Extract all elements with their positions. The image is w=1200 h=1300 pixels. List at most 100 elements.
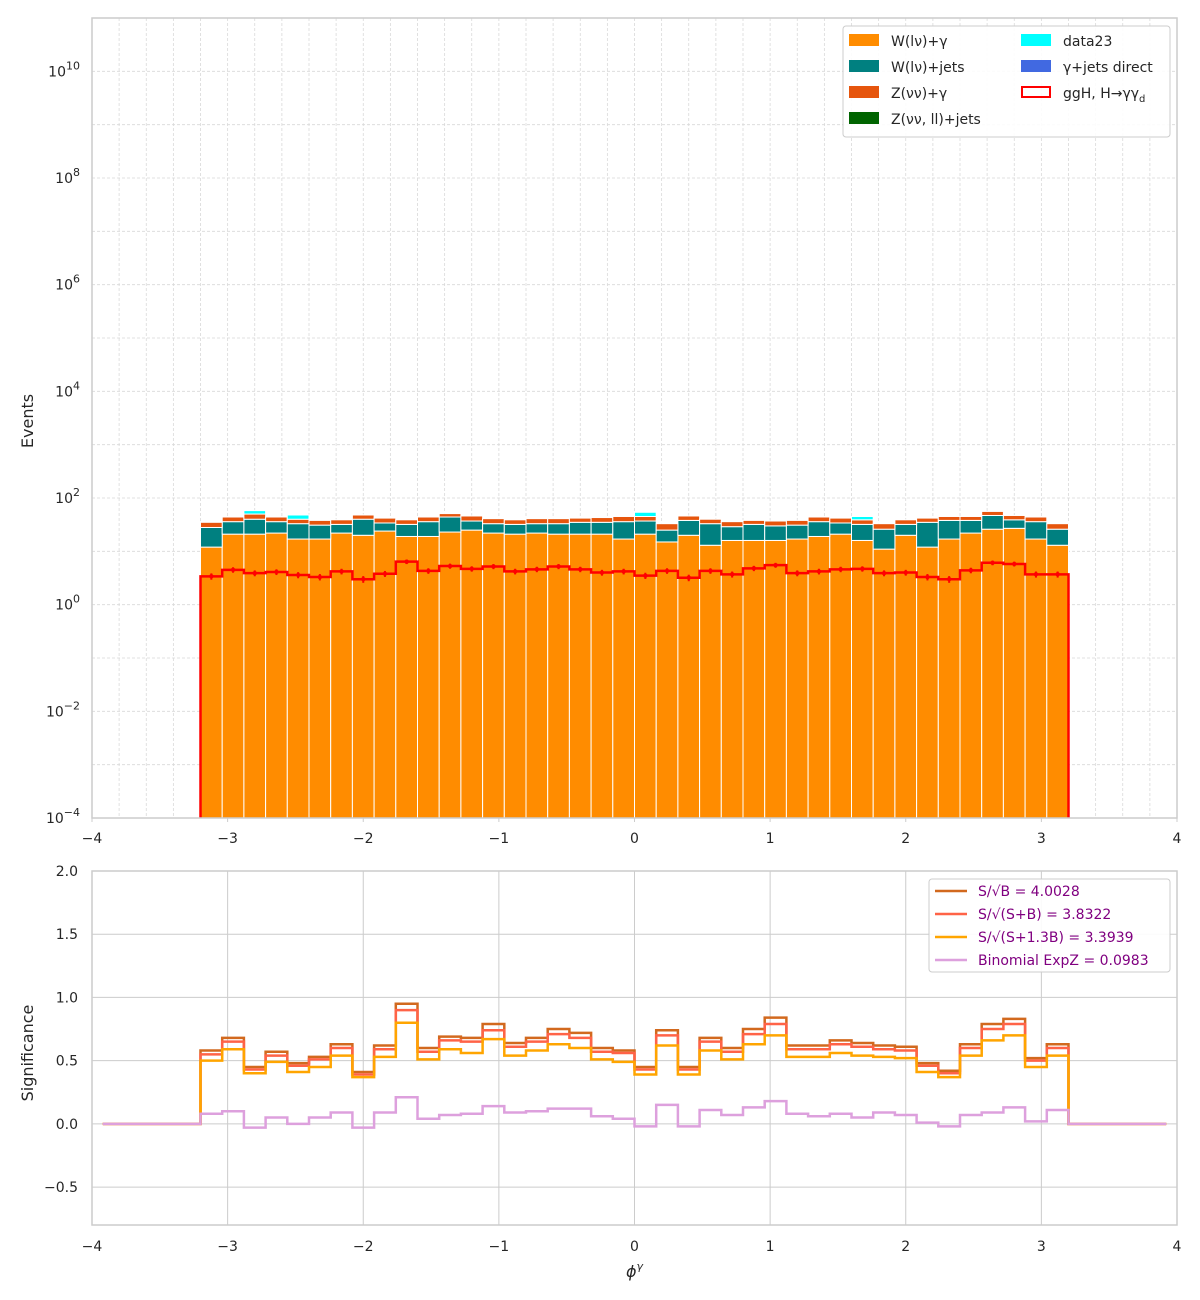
bar bbox=[656, 542, 678, 818]
signal-point bbox=[448, 564, 452, 568]
bar bbox=[439, 532, 461, 818]
y-tick-label: 106 bbox=[55, 273, 80, 294]
signal-point bbox=[947, 577, 951, 581]
bottom-panel: −4 −3 −2 −1 0 1 2 3 4 −0.50.00.51.01.52.0 Signif… bbox=[18, 864, 1182, 1281]
x-tick-label: −3 bbox=[217, 831, 238, 847]
bar bbox=[483, 524, 505, 533]
bar bbox=[222, 522, 244, 534]
bar bbox=[201, 522, 223, 527]
bar bbox=[504, 534, 526, 818]
signal-point bbox=[600, 570, 604, 574]
bar bbox=[461, 516, 483, 521]
bar bbox=[938, 520, 960, 539]
x-tick-label: 4 bbox=[1173, 1239, 1182, 1255]
bar bbox=[786, 539, 808, 818]
signal-point bbox=[209, 574, 213, 578]
y-tick-base: 10 bbox=[48, 64, 66, 80]
legend-label-text: γ+jets direct bbox=[1063, 60, 1153, 76]
signal-point bbox=[231, 568, 235, 572]
signal-point bbox=[578, 567, 582, 571]
signal-point bbox=[404, 559, 408, 563]
bar bbox=[1003, 520, 1025, 529]
y-tick-label: 2.0 bbox=[56, 864, 78, 880]
bar bbox=[917, 547, 939, 818]
signal-point bbox=[253, 571, 257, 575]
bar bbox=[374, 523, 396, 531]
bar bbox=[287, 524, 309, 539]
signal-point bbox=[643, 573, 647, 577]
bar bbox=[613, 539, 635, 818]
bar bbox=[1025, 539, 1047, 818]
bar bbox=[461, 521, 483, 530]
bar bbox=[635, 521, 657, 534]
bar bbox=[287, 539, 309, 818]
bar bbox=[244, 511, 266, 514]
bar bbox=[266, 533, 288, 818]
bar bbox=[743, 520, 765, 524]
bar bbox=[982, 511, 1004, 515]
bottom-legend: S/√B = 4.0028S/√(S+B) = 3.8322S/√(S+1.3B… bbox=[929, 879, 1170, 972]
legend-label: Binomial ExpZ = 0.0983 bbox=[978, 953, 1149, 969]
bar bbox=[309, 525, 331, 539]
bar bbox=[852, 540, 874, 818]
bar bbox=[548, 524, 570, 534]
bar bbox=[331, 533, 353, 818]
bar bbox=[396, 524, 418, 536]
signal-point bbox=[730, 572, 734, 576]
x-tick-label: 2 bbox=[901, 1239, 910, 1255]
bar bbox=[439, 514, 461, 517]
legend-swatch bbox=[849, 112, 879, 124]
legend-swatch bbox=[1021, 60, 1051, 72]
y-tick-label: 0.5 bbox=[56, 1054, 78, 1070]
legend-label-text: ggH, H→γγ bbox=[1063, 86, 1139, 102]
bar bbox=[743, 540, 765, 818]
legend-swatch bbox=[849, 34, 879, 46]
signal-point bbox=[535, 567, 539, 571]
bar bbox=[1047, 529, 1069, 545]
bar bbox=[1003, 515, 1025, 519]
signal-point bbox=[969, 568, 973, 572]
bar bbox=[613, 516, 635, 521]
signal-point bbox=[556, 564, 560, 568]
y-tick-label: 1.5 bbox=[56, 927, 78, 943]
bar bbox=[808, 536, 830, 818]
y-tick-exp: 0 bbox=[73, 593, 80, 606]
signal-point bbox=[274, 570, 278, 574]
bar bbox=[483, 519, 505, 524]
legend-label: γ+jets direct bbox=[1063, 60, 1153, 76]
bottom-x-ticks: −4 −3 −2 −1 0 1 2 3 4 bbox=[82, 1239, 1182, 1255]
bar bbox=[982, 515, 1004, 529]
y-tick-base: 10 bbox=[55, 278, 73, 294]
x-tick-label: −1 bbox=[489, 1239, 510, 1255]
signal-point bbox=[513, 569, 517, 573]
bar bbox=[852, 516, 874, 519]
signal-point bbox=[426, 569, 430, 573]
bar bbox=[396, 536, 418, 818]
bar bbox=[873, 524, 895, 530]
signal-point bbox=[925, 575, 929, 579]
bar bbox=[222, 534, 244, 818]
y-tick-label: 102 bbox=[55, 486, 80, 507]
bar bbox=[808, 517, 830, 522]
legend-label: Z(νν)+γ bbox=[891, 86, 947, 102]
legend-label-text: Z(νν)+γ bbox=[891, 86, 947, 102]
bar bbox=[613, 522, 635, 539]
x-tick-label: 1 bbox=[766, 831, 775, 847]
bar bbox=[830, 534, 852, 818]
y-tick-label: −0.5 bbox=[44, 1180, 78, 1196]
y-tick-exp: 4 bbox=[73, 379, 80, 392]
y-tick-exp: 2 bbox=[73, 486, 80, 499]
x-tick-label: 4 bbox=[1173, 831, 1182, 847]
bar bbox=[309, 520, 331, 525]
bar bbox=[678, 516, 700, 520]
bar bbox=[461, 530, 483, 818]
signal-point bbox=[838, 567, 842, 571]
bar bbox=[1003, 528, 1025, 818]
signal-point bbox=[1012, 562, 1016, 566]
bar bbox=[591, 518, 613, 523]
legend-swatch bbox=[1021, 34, 1051, 46]
x-tick-label: −1 bbox=[489, 831, 510, 847]
bar bbox=[244, 534, 266, 818]
signal-point bbox=[882, 571, 886, 575]
